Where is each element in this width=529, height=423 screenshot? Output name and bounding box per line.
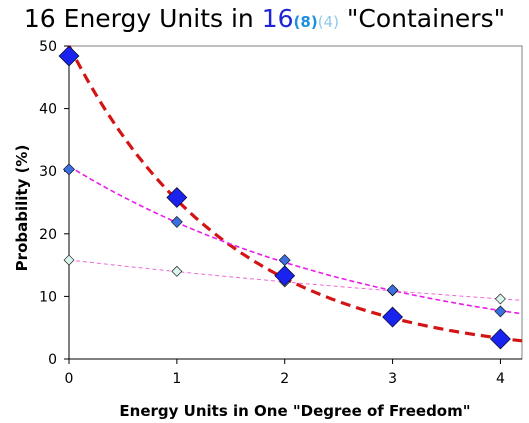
title-suffix: "Containers": [338, 4, 506, 33]
y-tick-label: 20: [39, 227, 57, 243]
point-16: [490, 328, 511, 350]
y-axis-title: Probability (%): [13, 145, 31, 272]
point-16: [166, 187, 188, 208]
x-tick-label: 0: [65, 371, 74, 387]
chart-title: 16 Energy Units in 16(8)(4) "Containers": [0, 2, 529, 36]
point-16: [382, 306, 403, 328]
y-tick-label: 0: [48, 352, 57, 368]
title-big-number: 16: [261, 4, 294, 33]
plot-area-border: [68, 45, 523, 360]
data-points: [58, 45, 511, 350]
x-tick-label: 1: [172, 371, 181, 387]
y-tick-label: 30: [39, 164, 57, 180]
title-sub-4: (4): [317, 13, 339, 31]
x-tick-labels: 0 1 2 3 4: [65, 371, 505, 387]
x-tick-label: 2: [280, 371, 289, 387]
y-tick-label: 40: [39, 102, 57, 118]
axes: [64, 45, 522, 364]
point-16: [58, 45, 80, 67]
point-4: [171, 265, 183, 277]
trend-line-4: [68, 259, 523, 301]
y-tick-label: 50: [39, 39, 57, 55]
title-sub-8: (8): [293, 13, 318, 31]
plot-frame: [68, 45, 523, 360]
y-tick-labels: 0 10 20 30 40 50: [39, 39, 57, 368]
y-tick-label: 10: [39, 289, 57, 305]
title-prefix: 16 Energy Units in: [23, 4, 262, 33]
point-4: [63, 254, 75, 266]
trend-line-16: [67, 45, 523, 343]
point-4: [495, 293, 506, 305]
point-8: [386, 284, 399, 297]
point-8: [494, 305, 507, 318]
point-8: [63, 163, 75, 176]
point-16: [274, 265, 296, 287]
x-tick-label: 3: [388, 371, 397, 387]
x-tick-label: 4: [496, 371, 505, 387]
point-8: [170, 215, 183, 228]
trend-line-8: [68, 165, 523, 315]
x-axis-title: Energy Units in One "Degree of Freedom": [119, 402, 470, 420]
trend-lines: [67, 45, 523, 343]
